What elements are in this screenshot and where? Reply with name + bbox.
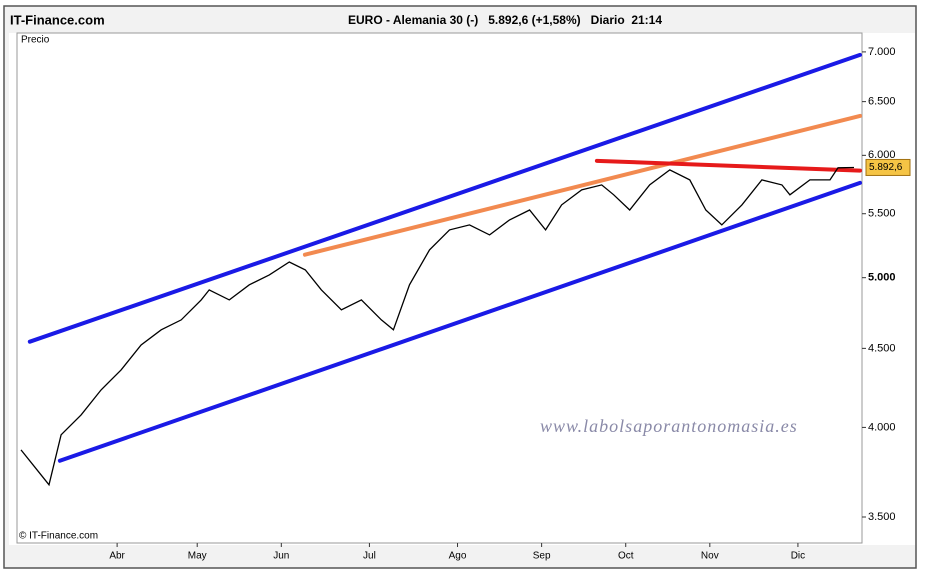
x-tick-label: May bbox=[188, 551, 207, 562]
price-line bbox=[20, 166, 855, 487]
y-tick-label: 5.500 bbox=[868, 208, 896, 220]
panel-label: Precio bbox=[21, 35, 50, 46]
trend-line bbox=[302, 113, 862, 257]
y-tick-label: 4.500 bbox=[868, 342, 896, 354]
x-tick-label: Jul bbox=[363, 551, 376, 562]
copyright: © IT-Finance.com bbox=[19, 531, 98, 542]
y-tick-label: 7.000 bbox=[868, 46, 896, 58]
x-tick-label: Nov bbox=[701, 551, 719, 562]
y-tick-label: 5.000 bbox=[868, 272, 896, 284]
x-tick-label: Dic bbox=[791, 551, 805, 562]
trend-line bbox=[594, 158, 862, 173]
x-tick-label: Jun bbox=[273, 551, 289, 562]
x-tick-label: Ago bbox=[449, 551, 467, 562]
trend-line bbox=[27, 52, 862, 344]
y-tick-label: 3.500 bbox=[868, 511, 896, 523]
plot-area bbox=[16, 32, 863, 544]
watermark: www.labolsaporantonomasia.es bbox=[540, 416, 798, 436]
last-price-label: 5.892,6 bbox=[869, 162, 903, 173]
chart-title: EURO - Alemania 30 (-) 5.892,6 (+1,58%) … bbox=[348, 13, 662, 27]
site-name: IT-Finance.com bbox=[10, 12, 105, 27]
x-tick-label: Sep bbox=[533, 551, 551, 562]
y-tick-label: 4.000 bbox=[868, 421, 896, 433]
y-tick-label: 6.000 bbox=[868, 149, 896, 161]
y-tick-label: 6.500 bbox=[868, 96, 896, 108]
x-tick-label: Oct bbox=[618, 551, 634, 562]
x-tick-label: Abr bbox=[109, 551, 125, 562]
trend-line bbox=[57, 180, 862, 463]
last-price-box bbox=[865, 158, 911, 176]
